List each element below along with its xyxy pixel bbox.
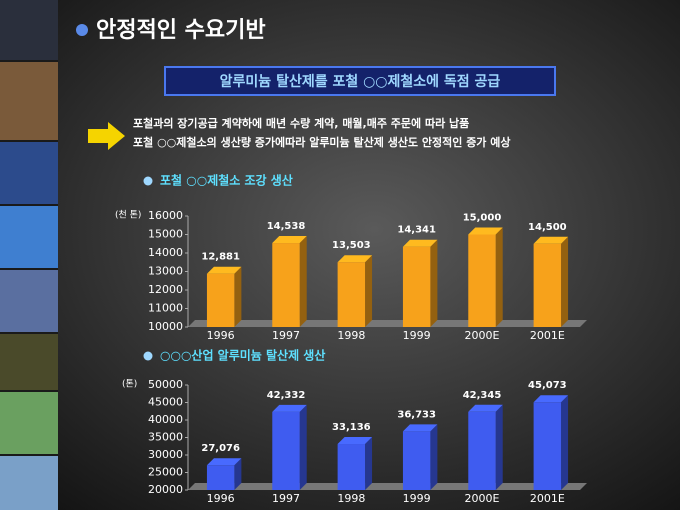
- title-bullet: [76, 24, 88, 36]
- bullet-text: 포철 ○○제철소의 생산량 증가에따라 알루미늄 탈산제 생산도 안정적인 증가…: [133, 135, 511, 149]
- bar-side: [299, 236, 307, 327]
- bar: [337, 444, 366, 490]
- bar-top: [468, 404, 503, 412]
- y-tick-label: 12000: [148, 283, 183, 296]
- image-strip: [0, 0, 58, 510]
- bar-top: [272, 404, 307, 412]
- value-label: 12,881: [201, 252, 240, 263]
- bar-top: [533, 236, 569, 244]
- bar-side: [430, 424, 438, 490]
- x-tick-label: 2000E: [465, 492, 500, 505]
- x-tick-label: 1996: [207, 329, 235, 342]
- bullet-text: 포철과의 장기공급 계약하에 매년 수량 계약, 매월,매주 주문에 따라 납품: [133, 116, 469, 130]
- bar-side: [561, 395, 569, 490]
- bar: [337, 262, 366, 327]
- value-label: 42,332: [267, 390, 306, 401]
- bar: [206, 273, 235, 327]
- bar: [533, 243, 562, 327]
- bar: [468, 234, 496, 327]
- y-tick-label: 30000: [148, 448, 183, 461]
- bar-side: [365, 255, 373, 327]
- x-tick-label: 2001E: [530, 329, 565, 342]
- bar: [402, 431, 431, 490]
- y-axis-label: (천 톤): [115, 210, 141, 221]
- value-label: 36,733: [397, 409, 436, 420]
- y-tick-label: 11000: [148, 302, 183, 315]
- y-tick-label: 16000: [148, 209, 183, 222]
- x-tick-label: 2001E: [530, 492, 565, 505]
- y-tick-label: 10000: [148, 320, 183, 333]
- bar-side: [299, 404, 307, 490]
- y-tick-label: 20000: [148, 483, 183, 496]
- y-tick-label: 40000: [148, 413, 183, 426]
- bar-side: [234, 266, 242, 327]
- chart-title: ○○○산업 알루미늄 탈산제 생산: [160, 348, 325, 363]
- y-tick-label: 50000: [148, 378, 183, 391]
- section-bullet: [143, 176, 153, 186]
- x-tick-label: 2000E: [465, 329, 500, 342]
- value-label: 15,000: [463, 213, 502, 224]
- x-tick-label: 1999: [403, 329, 431, 342]
- value-label: 14,538: [267, 221, 306, 232]
- value-label: 14,341: [397, 225, 436, 236]
- bar: [272, 411, 300, 490]
- x-tick-label: 1999: [403, 492, 431, 505]
- section-bullet: [143, 351, 153, 361]
- floor: [188, 483, 587, 490]
- bar-top: [206, 266, 242, 274]
- value-label: 45,073: [528, 380, 567, 391]
- bar-side: [430, 239, 438, 327]
- bar-top: [402, 424, 438, 432]
- value-label: 14,500: [528, 222, 567, 233]
- value-label: 42,345: [463, 390, 502, 401]
- bar: [533, 402, 562, 490]
- y-tick-label: 35000: [148, 431, 183, 444]
- bar: [272, 243, 300, 327]
- y-tick-label: 13000: [148, 265, 183, 278]
- y-axis-label: (톤): [122, 379, 137, 390]
- y-tick-label: 45000: [148, 396, 183, 409]
- bar-top: [337, 437, 373, 445]
- value-label: 13,503: [332, 240, 371, 251]
- banner-text: 알루미늄 탈산제를 포철 ○○제철소에 독점 공급: [220, 73, 501, 90]
- bar-side: [495, 227, 503, 327]
- x-tick-label: 1997: [272, 329, 300, 342]
- x-tick-label: 1998: [337, 492, 365, 505]
- bar: [402, 246, 431, 327]
- bar: [206, 465, 235, 490]
- bar-top: [337, 255, 373, 263]
- bar-side: [234, 458, 242, 490]
- bar-top: [206, 458, 242, 466]
- bar-side: [495, 404, 503, 490]
- x-tick-label: 1998: [337, 329, 365, 342]
- bar: [468, 411, 496, 490]
- y-tick-label: 14000: [148, 246, 183, 259]
- slide-title: 안정적인 수요기반: [96, 18, 266, 43]
- banner-box: [164, 66, 556, 96]
- bar-top: [402, 239, 438, 247]
- y-tick-label: 25000: [148, 466, 183, 479]
- bar-top: [468, 227, 503, 235]
- x-tick-label: 1996: [207, 492, 235, 505]
- arrow: [88, 122, 125, 150]
- bar-side: [365, 437, 373, 490]
- value-label: 27,076: [201, 443, 240, 454]
- chart-title: 포철 ○○제철소 조강 생산: [160, 173, 293, 188]
- bar-top: [533, 395, 569, 403]
- bar-side: [561, 236, 569, 327]
- floor: [188, 320, 587, 327]
- bar-top: [272, 236, 307, 244]
- x-tick-label: 1997: [272, 492, 300, 505]
- y-tick-label: 15000: [148, 228, 183, 241]
- value-label: 33,136: [332, 422, 371, 433]
